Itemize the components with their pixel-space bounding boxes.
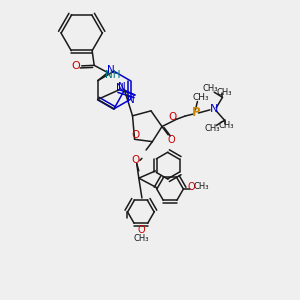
Text: O: O: [131, 130, 140, 140]
Text: P: P: [192, 106, 201, 119]
Text: NH: NH: [105, 70, 121, 80]
Text: N: N: [116, 83, 124, 93]
Text: CH₃: CH₃: [194, 182, 209, 191]
Text: N: N: [210, 104, 218, 114]
Text: O: O: [71, 61, 80, 71]
Text: N: N: [107, 65, 115, 75]
Text: CH₃: CH₃: [202, 85, 218, 94]
Text: N: N: [128, 95, 135, 106]
Text: CH₃: CH₃: [192, 93, 209, 102]
Text: O: O: [131, 155, 140, 165]
Text: O: O: [137, 225, 145, 235]
Text: CH₃: CH₃: [219, 121, 234, 130]
Text: CH₃: CH₃: [217, 88, 232, 97]
Text: O: O: [187, 182, 195, 191]
Text: CH₃: CH₃: [133, 234, 148, 243]
Text: N: N: [118, 82, 126, 92]
Text: CH₃: CH₃: [204, 124, 220, 133]
Text: O: O: [168, 112, 176, 122]
Text: O: O: [168, 135, 175, 145]
